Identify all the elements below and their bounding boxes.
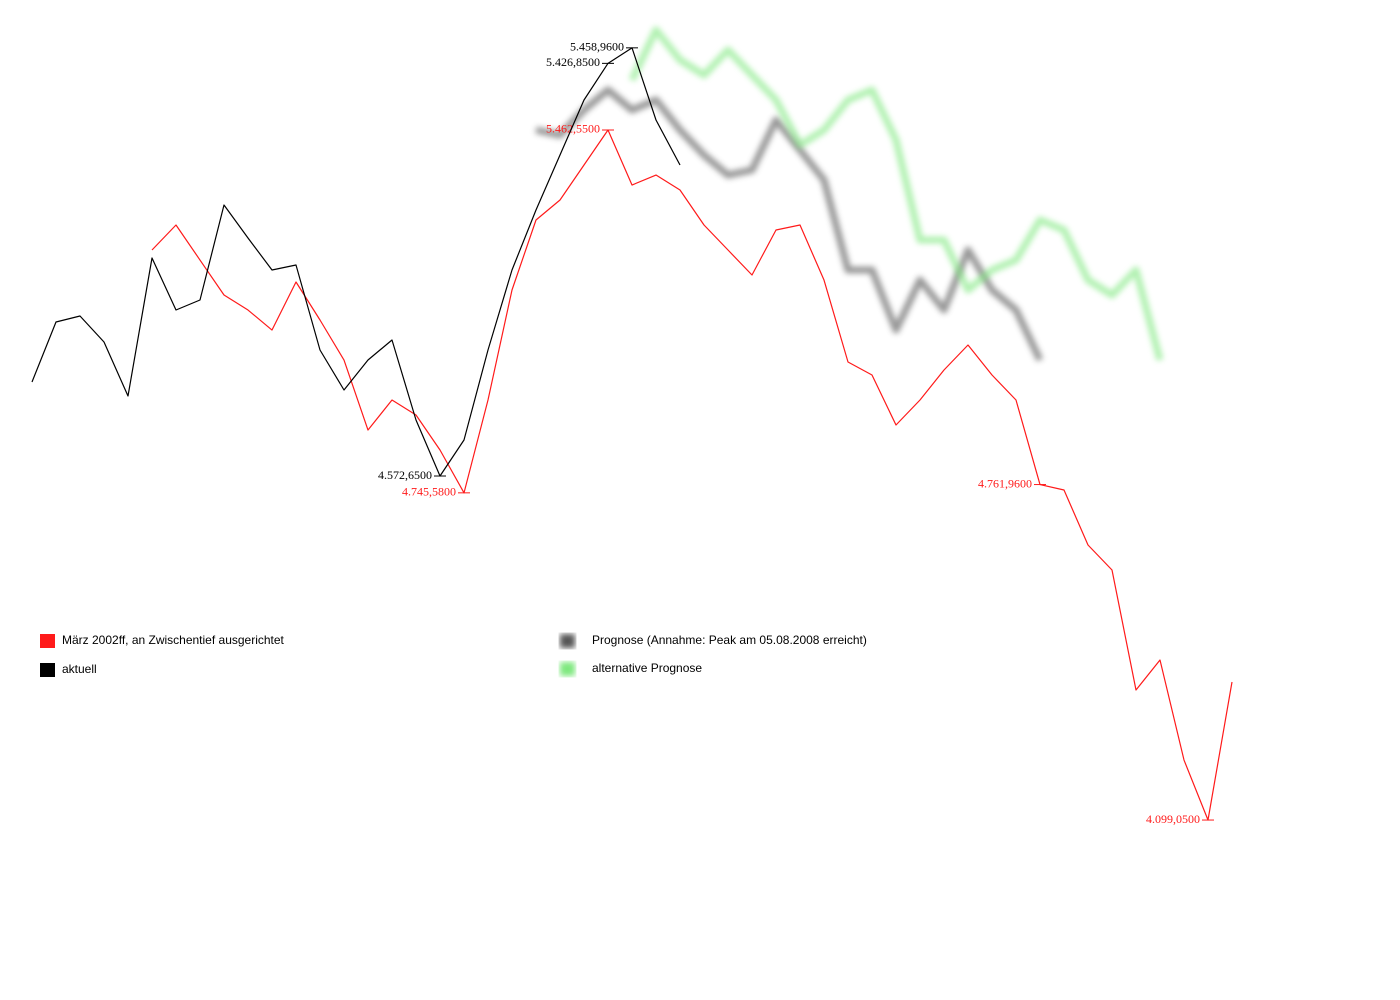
value-label: 4.099,0500	[1146, 812, 1200, 826]
legend-label: alternative Prognose	[592, 661, 702, 675]
legend-label: Prognose (Annahme: Peak am 05.08.2008 er…	[592, 633, 867, 647]
legend-label: aktuell	[62, 662, 97, 676]
legend-swatch	[560, 634, 575, 648]
value-label: 4.572,6500	[378, 468, 432, 482]
legend-swatch	[40, 634, 55, 648]
series-line	[535, 86, 1044, 362]
series-line	[151, 129, 1233, 821]
legend-swatch	[560, 662, 575, 676]
series-line	[628, 26, 1164, 361]
legend-label: März 2002ff, an Zwischentief ausgerichte…	[62, 633, 285, 647]
value-label: 5.458,9600	[570, 40, 624, 54]
value-label: 4.761,9600	[978, 476, 1032, 490]
legend-swatch	[40, 663, 55, 677]
value-label: 5.426,8500	[546, 55, 600, 69]
value-label: 4.745,5800	[402, 485, 456, 499]
value-label: 5.462,5500	[546, 122, 600, 136]
series-line	[31, 47, 681, 477]
